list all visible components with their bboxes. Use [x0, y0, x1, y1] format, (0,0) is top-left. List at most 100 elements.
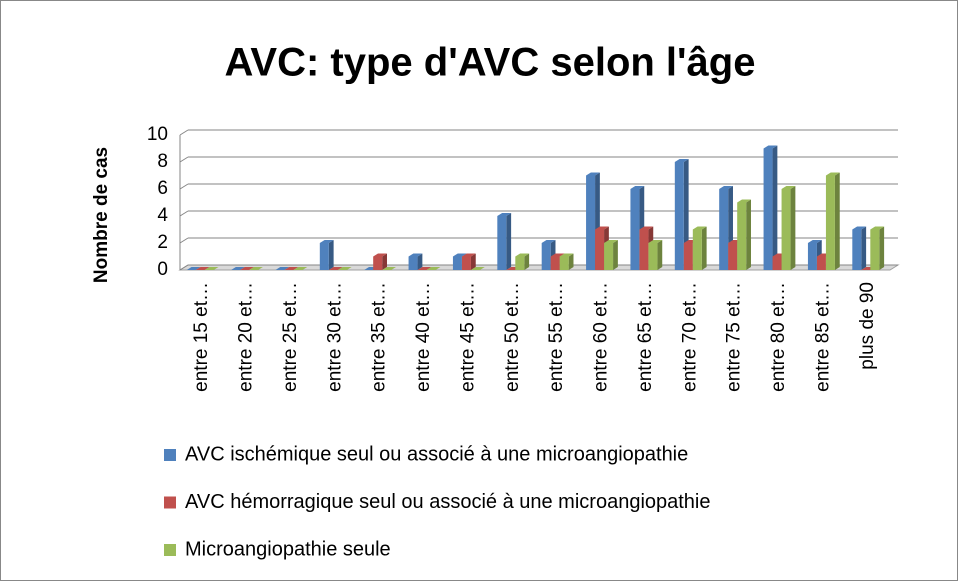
bar — [852, 229, 862, 270]
grid-line-side — [179, 183, 189, 190]
grid-line-side — [179, 129, 189, 136]
bar-top — [781, 186, 796, 189]
bar-top — [408, 253, 423, 257]
bar-side — [506, 213, 512, 270]
bar-top — [337, 267, 352, 270]
bar — [772, 256, 782, 270]
bar-top — [692, 226, 707, 230]
bar — [648, 243, 658, 270]
bar — [604, 243, 614, 270]
bar-top — [249, 267, 263, 270]
bar-side — [568, 253, 574, 270]
x-tick-label: entre 25 et… — [280, 282, 301, 392]
bar — [461, 256, 471, 270]
legend-label: Microangiopathie seule — [185, 538, 391, 560]
bar — [870, 229, 880, 270]
x-tick-label: entre 35 et… — [369, 282, 390, 392]
bar-side — [772, 145, 778, 270]
x-tick-label: entre 45 et… — [457, 282, 478, 392]
legend-swatch — [164, 496, 176, 509]
bar — [719, 189, 729, 270]
bar-top — [550, 253, 565, 257]
bar-top — [763, 145, 778, 149]
bar — [497, 216, 507, 270]
bar-top — [648, 240, 663, 243]
bar-top — [639, 226, 654, 230]
bar-side — [613, 240, 618, 270]
bar-top — [382, 267, 396, 270]
bar — [541, 243, 551, 270]
x-tick-label: entre 15 et… — [191, 282, 212, 392]
bar — [692, 229, 702, 270]
legend-swatch — [164, 449, 176, 461]
grid-line-side — [179, 156, 189, 163]
bar-top — [275, 267, 290, 270]
legend-label: AVC hémorragique seul ou associé à une m… — [185, 491, 711, 513]
x-tick-label: plus de 90 — [857, 282, 878, 370]
bar-top — [426, 267, 441, 270]
bar-top — [825, 172, 840, 176]
bar-top — [515, 253, 530, 257]
y-tick-label: 2 — [157, 232, 168, 253]
bar-top — [373, 253, 387, 257]
grid-line-side — [179, 264, 189, 271]
bar-side — [861, 226, 867, 270]
x-tick-label: entre 85 et… — [812, 282, 833, 392]
bar-side — [328, 240, 334, 270]
bar-top — [417, 267, 432, 270]
bar-top — [559, 253, 574, 257]
y-axis-title: Nombre de cas — [91, 147, 112, 283]
grid-line-side — [179, 237, 189, 244]
x-tick-label: entre 75 et… — [724, 282, 745, 392]
bar-side — [417, 253, 423, 270]
bar — [319, 243, 329, 270]
bar-top — [328, 267, 343, 270]
bar-side — [470, 253, 476, 270]
bar — [763, 148, 773, 270]
bar-side — [879, 226, 885, 270]
x-tick-label: entre 70 et… — [679, 282, 700, 392]
bar — [408, 256, 418, 270]
bar — [781, 189, 791, 270]
y-tick-label: 6 — [157, 178, 168, 199]
bar-side — [746, 199, 751, 270]
bar — [807, 243, 817, 270]
bar-side — [524, 253, 530, 270]
bar — [683, 243, 693, 270]
bar-top — [852, 226, 867, 230]
bar-top — [586, 172, 600, 176]
bar — [825, 175, 835, 270]
bar — [586, 175, 596, 270]
bar-top — [674, 159, 689, 162]
bar-top — [240, 267, 254, 270]
bar-top — [604, 240, 618, 243]
x-tick-label: entre 30 et… — [324, 282, 345, 392]
legend-swatch — [164, 544, 176, 556]
x-tick-label: entre 60 et… — [591, 282, 612, 392]
bar-top — [870, 226, 885, 230]
x-tick-label: entre 65 et… — [635, 282, 656, 392]
bar-top — [293, 267, 308, 270]
bar-top — [497, 213, 512, 216]
bar — [737, 202, 747, 270]
bar — [674, 162, 684, 270]
grid-line-side — [179, 210, 189, 217]
legend-label: AVC ischémique seul ou associé à une mic… — [185, 443, 688, 465]
bar — [816, 256, 826, 270]
x-tick-label: entre 20 et… — [236, 282, 257, 392]
bar-top — [319, 240, 334, 243]
y-tick-label: 0 — [157, 259, 168, 280]
bar — [559, 256, 569, 270]
bar-top — [452, 253, 467, 257]
bar — [373, 256, 383, 270]
bar-top — [541, 240, 556, 243]
bar-top — [630, 186, 645, 189]
bar-side — [701, 226, 707, 270]
bar-top — [719, 186, 733, 189]
x-tick-label: entre 55 et… — [546, 282, 567, 392]
y-tick-label: 10 — [147, 124, 168, 145]
bar-top — [204, 267, 219, 270]
bar-top — [595, 226, 609, 230]
